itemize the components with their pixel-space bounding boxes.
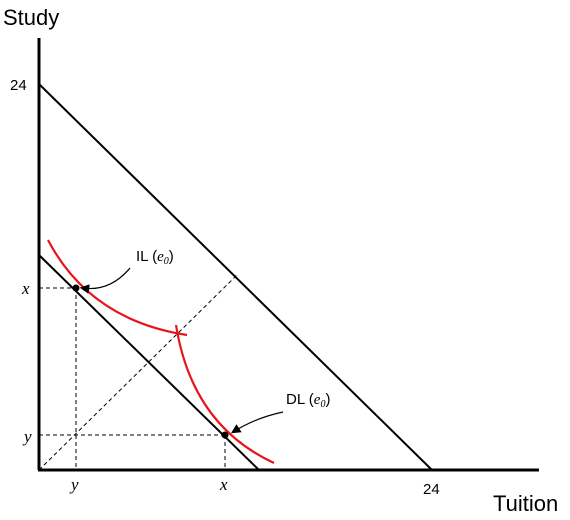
- il-label-var: e: [157, 249, 164, 265]
- il-tangency-point: [72, 284, 80, 292]
- il-label-prefix: IL (: [136, 248, 157, 265]
- y-tick-24: 24: [10, 77, 27, 94]
- y-tick-y: y: [22, 427, 32, 446]
- dl-label-var: e: [314, 392, 321, 408]
- y-axis-title: Study: [3, 5, 59, 30]
- dl-label-sub: 0: [320, 399, 325, 410]
- x-axis-title: Tuition: [493, 491, 558, 516]
- dl-label: DL (e0): [286, 391, 330, 410]
- il-indifference-curve: [47, 239, 188, 337]
- il-label-sub: 0: [164, 256, 169, 267]
- dl-label-suffix: ): [325, 391, 330, 408]
- x-tick-x: x: [219, 475, 228, 494]
- il-arrow: [79, 267, 131, 294]
- dl-tangency-point: [221, 431, 229, 439]
- y-tick-x: x: [21, 279, 30, 298]
- il-label: IL (e0): [136, 248, 174, 267]
- x-tick-y: y: [69, 475, 79, 494]
- diagonal-dashed-line: [38, 274, 238, 471]
- x-tick-24: 24: [423, 481, 440, 498]
- il-label-suffix: ): [169, 248, 174, 265]
- dl-indifference-curve: [174, 324, 275, 464]
- dl-arrow: [230, 411, 284, 434]
- dl-label-prefix: DL (: [286, 391, 314, 408]
